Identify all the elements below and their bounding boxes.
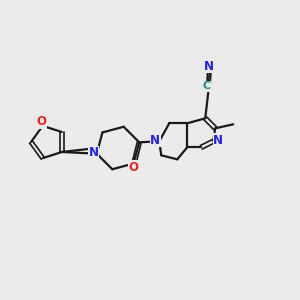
Text: O: O xyxy=(128,161,138,174)
Text: O: O xyxy=(37,115,47,128)
Text: N: N xyxy=(204,60,214,73)
Text: C: C xyxy=(202,81,210,91)
Text: N: N xyxy=(150,134,160,147)
Text: N: N xyxy=(89,146,99,159)
Text: N: N xyxy=(213,134,223,147)
